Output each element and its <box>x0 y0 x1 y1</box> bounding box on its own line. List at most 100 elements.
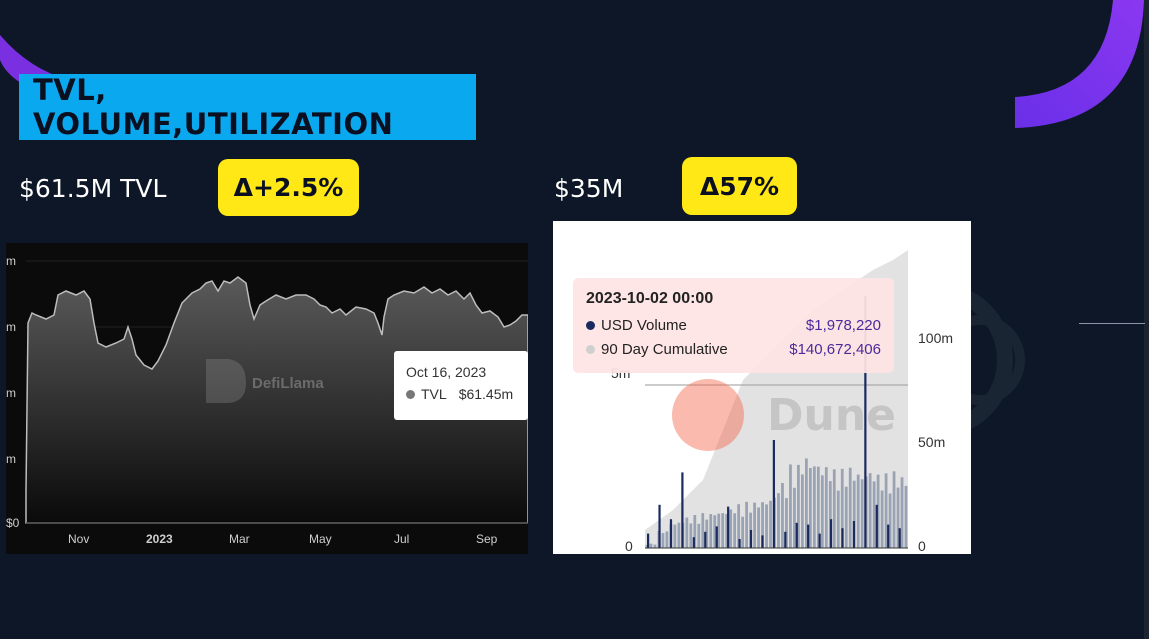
usd-volume-dot-icon <box>586 321 595 330</box>
cumulative-bar <box>697 523 701 548</box>
usd-volume-bar <box>818 533 821 548</box>
x-tick-mar: Mar <box>229 532 250 546</box>
usd-volume-bar <box>841 528 844 548</box>
cumulative-bar <box>789 464 792 548</box>
tvl-metric: $61.5M TVL <box>19 174 167 203</box>
cumulative-bar <box>701 513 705 548</box>
cumulative-bar <box>689 523 693 548</box>
usd-volume-bar <box>749 530 753 548</box>
cumulative-bar <box>880 490 884 548</box>
usd-volume-bar <box>681 472 684 548</box>
cumulative-bar <box>876 474 880 548</box>
cumulative-bar <box>653 544 657 548</box>
cumulative-bar <box>781 483 784 548</box>
cumulative-bar <box>685 517 689 548</box>
x-tick-nov: Nov <box>68 532 89 546</box>
cumulative-bar <box>900 477 904 548</box>
right-tick-100m: 100m <box>918 330 953 346</box>
cumulative-bar <box>856 474 860 548</box>
usd-volume-bars <box>645 296 908 548</box>
cumulative-bar <box>693 515 697 548</box>
x-tick-2023: 2023 <box>146 532 173 546</box>
usd-volume-bar <box>647 533 650 548</box>
divider-line <box>1079 323 1145 324</box>
cumulative-bar <box>729 509 733 548</box>
usd-volume-bar <box>738 539 741 548</box>
x-tick-jul: Jul <box>394 532 409 546</box>
tooltip-value: $61.45m <box>458 386 514 402</box>
cumulative-bar <box>868 473 872 548</box>
cumulative-bar <box>645 544 649 548</box>
cumulative-bar <box>757 507 760 548</box>
tvl-change-badge: Δ+2.5% <box>218 159 359 216</box>
cumulative-bar <box>848 467 852 548</box>
cumulative-bar <box>793 487 796 548</box>
cumulative-bar <box>820 475 824 548</box>
usd-volume-bar <box>898 528 901 548</box>
cumulative-bar <box>852 480 856 548</box>
right-tick-50m: 50m <box>918 434 945 450</box>
usd-volume-bar <box>852 521 856 548</box>
defillama-watermark: DefiLlama <box>252 375 324 392</box>
cumulative-bar <box>797 464 800 548</box>
tooltip-date: Oct 16, 2023 <box>406 364 487 380</box>
dune-watermark: Dune <box>767 390 896 441</box>
volume-metric: $35M <box>554 174 624 203</box>
cumulative-bar <box>717 513 721 548</box>
cumulative-bar <box>673 524 677 548</box>
y-tick-1: m <box>6 254 16 268</box>
cumulative-bar <box>816 466 820 548</box>
usd-volume-bar <box>875 504 878 548</box>
decorative-arc-right <box>1015 0 1144 128</box>
tvl-tooltip: Oct 16, 2023 TVL $61.45m <box>394 351 528 420</box>
usd-volume-bar <box>829 519 833 548</box>
cumulative-bar <box>808 468 812 548</box>
y-tick-5: $0 <box>6 516 20 530</box>
cumulative-bar <box>661 533 665 548</box>
cumulative-dot-icon <box>586 345 595 354</box>
usd-volume-bar <box>727 506 730 548</box>
cumulative-bar <box>884 473 888 548</box>
usd-volume-bar <box>784 531 787 548</box>
cumulative-bar <box>840 468 844 548</box>
y-tick-2: m <box>6 320 16 334</box>
usd-volume-bar <box>887 524 890 548</box>
cumulative-bar <box>705 519 709 548</box>
cumulative-bar <box>832 469 836 548</box>
usd-volume-bar <box>692 537 695 548</box>
cumulative-bar <box>896 487 900 548</box>
left-tick-0: 0 <box>625 538 633 554</box>
series1-value: $1,978,220 <box>805 317 881 334</box>
usd-volume-bar <box>658 504 661 548</box>
cumulative-bar <box>836 490 840 548</box>
usd-volume-bar <box>715 526 718 548</box>
title-banner: TVL, VOLUME,UTILIZATION <box>19 73 476 141</box>
cumulative-bar <box>725 513 729 548</box>
right-tick-0: 0 <box>918 538 926 554</box>
dune-tooltip: 2023-10-02 00:00 USD Volume $1,978,220 9… <box>573 278 894 373</box>
dune-logo-icon <box>672 379 744 451</box>
tooltip-series: TVL <box>421 386 447 402</box>
cumulative-bar <box>812 466 816 548</box>
cumulative-bar <box>904 485 908 548</box>
y-tick-3: m <box>6 386 16 400</box>
usd-volume-bar <box>761 535 764 548</box>
cumulative-bar <box>872 481 876 548</box>
usd-volume-bar <box>864 296 867 548</box>
series1-label: USD Volume <box>601 317 687 334</box>
cumulative-bar <box>649 543 653 548</box>
cumulative-bar <box>801 474 804 548</box>
series2-label: 90 Day Cumulative <box>601 341 728 358</box>
cumulative-bar <box>745 501 749 548</box>
usd-volume-bar <box>807 524 810 548</box>
series-dot-icon <box>406 389 415 399</box>
x-tick-may: May <box>309 532 332 546</box>
volume-change-badge: Δ57% <box>682 157 797 215</box>
cumulative-bar <box>753 502 756 548</box>
cumulative-bar <box>665 531 669 548</box>
tvl-area <box>25 276 528 524</box>
cumulative-bar <box>844 486 848 548</box>
cumulative-bar <box>713 515 717 548</box>
tooltip-date: 2023-10-02 00:00 <box>586 290 714 307</box>
usd-volume-bar <box>795 522 798 548</box>
